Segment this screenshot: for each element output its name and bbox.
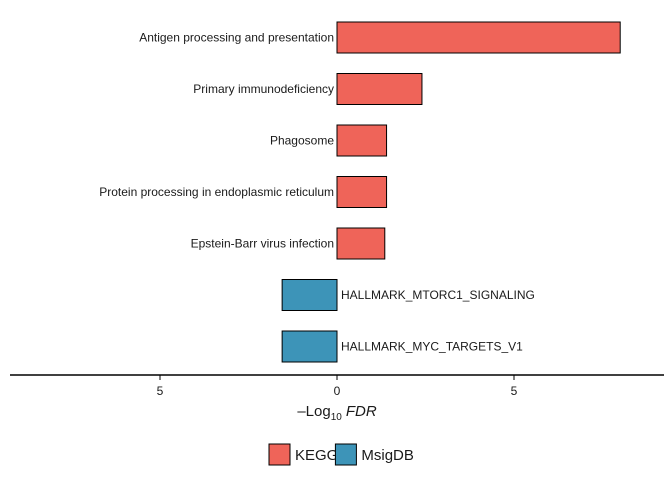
bar-7 [281, 330, 338, 363]
x-tick-label-1: 5 [157, 384, 164, 398]
x-tick-label-2: 0 [334, 384, 341, 398]
category-labels-layer: Antigen processing and presentation Prima… [99, 31, 535, 354]
category-label-3: Phagosome [270, 134, 334, 148]
category-label-7: HALLMARK_MYC_TARGETS_V1 [341, 340, 523, 354]
bar-5 [336, 227, 386, 260]
legend-swatch-kegg [268, 443, 291, 466]
category-label-6: HALLMARK_MTORC1_SIGNALING [341, 288, 535, 302]
category-label-1: Antigen processing and presentation [139, 31, 334, 45]
x-axis-title-subscript: 10 [331, 412, 343, 423]
bar-2 [336, 73, 423, 105]
x-axis-title: –Log10 FDR [297, 403, 376, 423]
bars-layer [281, 21, 621, 363]
x-axis-title-suffix: FDR [346, 403, 377, 420]
bar-1 [336, 21, 621, 54]
bar-6 [281, 279, 338, 311]
x-axis-title-prefix: –Log [297, 403, 330, 420]
category-label-2: Primary immunodeficiency [193, 82, 334, 96]
legend: KEGG MsigDB [268, 443, 414, 466]
x-tick-label-3: 5 [511, 384, 518, 398]
bar-3 [336, 124, 388, 157]
x-ticks-layer: 5 0 5 [157, 375, 518, 398]
legend-label-kegg: KEGG [295, 447, 338, 464]
category-label-4: Protein processing in endoplasmic reticu… [99, 185, 334, 199]
legend-swatch-msigdb [334, 443, 357, 466]
category-label-5: Epstein-Barr virus infection [191, 237, 334, 251]
legend-label-msigdb: MsigDB [361, 447, 414, 464]
bar-4 [336, 176, 388, 208]
